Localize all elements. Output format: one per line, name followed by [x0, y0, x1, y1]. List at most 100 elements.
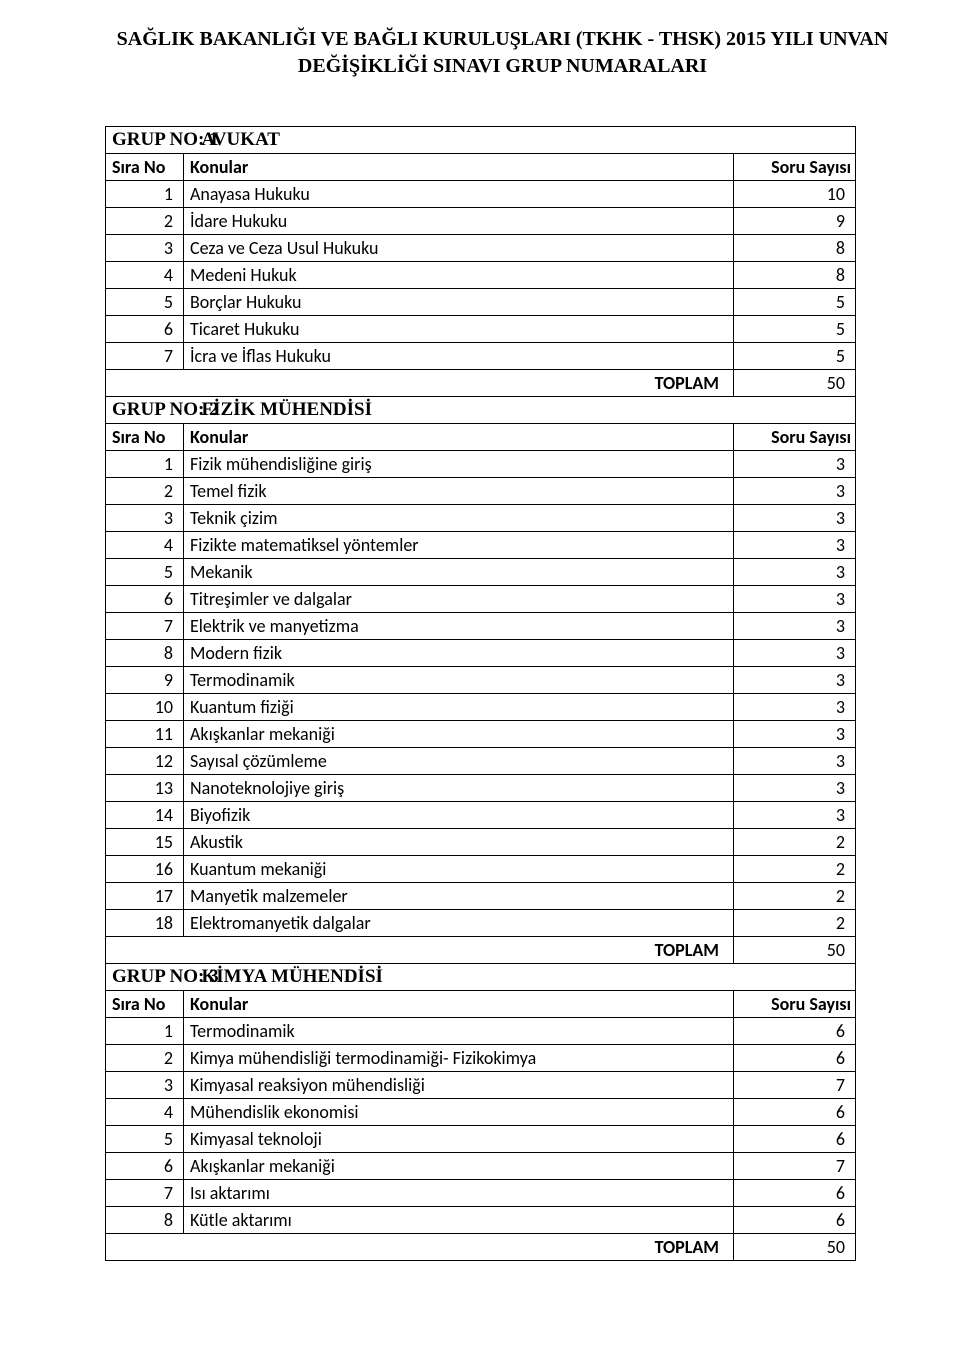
row-topic: Akışkanlar mekaniği	[184, 721, 734, 748]
row-topic: Modern fizik	[184, 640, 734, 667]
total-value: 50	[734, 937, 856, 964]
group-name: AVUKAT	[184, 127, 856, 154]
row-number: 7	[106, 343, 184, 370]
row-count: 3	[734, 586, 856, 613]
row-topic: Manyetik malzemeler	[184, 883, 734, 910]
table-row: 2İdare Hukuku9	[106, 208, 856, 235]
row-number: 12	[106, 748, 184, 775]
row-count: 6	[734, 1207, 856, 1234]
table-row: 1Anayasa Hukuku10	[106, 181, 856, 208]
row-count: 3	[734, 640, 856, 667]
total-label: TOPLAM	[184, 937, 734, 964]
row-topic: Elektromanyetik dalgalar	[184, 910, 734, 937]
table-row: 2Kimya mühendisliği termodinamiği- Fizik…	[106, 1045, 856, 1072]
row-topic: Kuantum fiziği	[184, 694, 734, 721]
row-count: 5	[734, 343, 856, 370]
row-count: 2	[734, 910, 856, 937]
row-count: 3	[734, 721, 856, 748]
row-topic: Akışkanlar mekaniği	[184, 1153, 734, 1180]
row-number: 2	[106, 1045, 184, 1072]
column-header-row: Sıra NoKonularSoru Sayısı	[106, 154, 856, 181]
table-row: 15Akustik2	[106, 829, 856, 856]
table-row: 13Nanoteknolojiye giriş3	[106, 775, 856, 802]
row-number: 7	[106, 613, 184, 640]
header-konular: Konular	[184, 154, 734, 181]
group-header-row: GRUP NO: 1AVUKAT	[106, 127, 856, 154]
row-topic: Fizikte matematiksel yöntemler	[184, 532, 734, 559]
row-number: 17	[106, 883, 184, 910]
row-number: 4	[106, 532, 184, 559]
row-number: 3	[106, 505, 184, 532]
row-count: 3	[734, 694, 856, 721]
row-topic: Kimyasal reaksiyon mühendisliği	[184, 1072, 734, 1099]
row-number: 8	[106, 640, 184, 667]
row-number: 2	[106, 208, 184, 235]
group-no: GRUP NO: 3	[106, 964, 184, 991]
row-count: 6	[734, 1099, 856, 1126]
row-topic: Biyofizik	[184, 802, 734, 829]
table-row: 11Akışkanlar mekaniği3	[106, 721, 856, 748]
row-count: 7	[734, 1153, 856, 1180]
row-count: 2	[734, 883, 856, 910]
row-number: 1	[106, 1018, 184, 1045]
row-number: 14	[106, 802, 184, 829]
row-count: 3	[734, 532, 856, 559]
column-header-row: Sıra NoKonularSoru Sayısı	[106, 991, 856, 1018]
row-topic: Sayısal çözümleme	[184, 748, 734, 775]
row-number: 1	[106, 451, 184, 478]
row-topic: Ceza ve Ceza Usul Hukuku	[184, 235, 734, 262]
page-title-line1: SAĞLIK BAKANLIĞI VE BAĞLI KURULUŞLARI (T…	[105, 28, 900, 51]
row-topic: Akustik	[184, 829, 734, 856]
row-number: 9	[106, 667, 184, 694]
group-header-row: GRUP NO: 2FİZİK MÜHENDİSİ	[106, 397, 856, 424]
table-row: 1Termodinamik6	[106, 1018, 856, 1045]
row-number: 6	[106, 316, 184, 343]
table-row: 10Kuantum fiziği3	[106, 694, 856, 721]
row-number: 18	[106, 910, 184, 937]
group-no: GRUP NO: 2	[106, 397, 184, 424]
table-row: 7Isı aktarımı6	[106, 1180, 856, 1207]
row-number: 15	[106, 829, 184, 856]
row-topic: Isı aktarımı	[184, 1180, 734, 1207]
table-row: 1Fizik mühendisliğine giriş3	[106, 451, 856, 478]
total-row: TOPLAM50	[106, 937, 856, 964]
total-value: 50	[734, 1234, 856, 1261]
column-header-row: Sıra NoKonularSoru Sayısı	[106, 424, 856, 451]
table-row: 14Biyofizik3	[106, 802, 856, 829]
header-sira-no: Sıra No	[106, 991, 184, 1018]
row-number: 13	[106, 775, 184, 802]
row-count: 3	[734, 478, 856, 505]
row-count: 3	[734, 505, 856, 532]
row-count: 10	[734, 181, 856, 208]
table-row: 16Kuantum mekaniği2	[106, 856, 856, 883]
row-number: 6	[106, 1153, 184, 1180]
row-topic: Anayasa Hukuku	[184, 181, 734, 208]
row-topic: Temel fizik	[184, 478, 734, 505]
row-count: 3	[734, 802, 856, 829]
row-topic: Termodinamik	[184, 667, 734, 694]
page-title-line2: DEĞİŞİKLİĞİ SINAVI GRUP NUMARALARI	[105, 55, 900, 78]
row-count: 3	[734, 559, 856, 586]
row-count: 5	[734, 289, 856, 316]
row-count: 3	[734, 748, 856, 775]
row-count: 6	[734, 1045, 856, 1072]
table-row: 9Termodinamik3	[106, 667, 856, 694]
row-count: 5	[734, 316, 856, 343]
table-row: 18Elektromanyetik dalgalar2	[106, 910, 856, 937]
header-sira-no: Sıra No	[106, 154, 184, 181]
table-row: 3Ceza ve Ceza Usul Hukuku8	[106, 235, 856, 262]
document-page: SAĞLIK BAKANLIĞI VE BAĞLI KURULUŞLARI (T…	[0, 0, 960, 1301]
row-count: 6	[734, 1018, 856, 1045]
row-count: 3	[734, 775, 856, 802]
row-count: 2	[734, 829, 856, 856]
row-number: 2	[106, 478, 184, 505]
row-count: 8	[734, 262, 856, 289]
total-label: TOPLAM	[184, 1234, 734, 1261]
table-row: 7Elektrik ve manyetizma3	[106, 613, 856, 640]
header-soru-sayisi: Soru Sayısı	[734, 154, 856, 181]
table-row: 6Titreşimler ve dalgalar3	[106, 586, 856, 613]
table-row: 3Teknik çizim3	[106, 505, 856, 532]
row-topic: Kuantum mekaniği	[184, 856, 734, 883]
row-number: 6	[106, 586, 184, 613]
total-row: TOPLAM50	[106, 1234, 856, 1261]
